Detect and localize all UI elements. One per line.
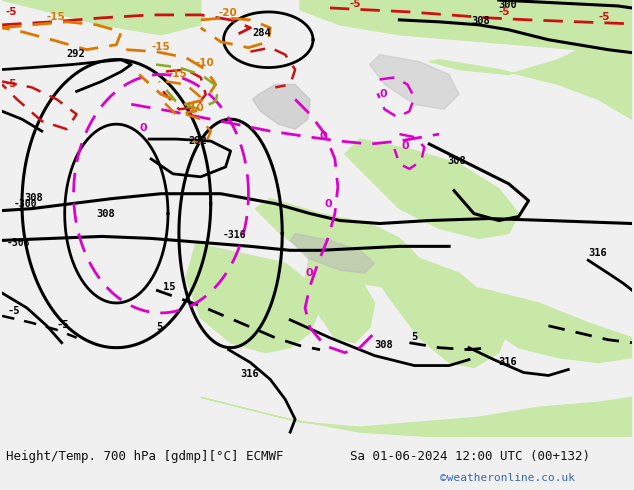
Text: 0: 0 (139, 123, 147, 133)
Text: -308: -308 (7, 238, 30, 248)
Polygon shape (345, 139, 519, 239)
Polygon shape (2, 0, 201, 35)
Polygon shape (370, 54, 459, 109)
Text: -5: -5 (7, 306, 20, 316)
Polygon shape (300, 0, 632, 49)
Polygon shape (429, 0, 632, 119)
Text: -10: -10 (186, 103, 205, 113)
Text: -5: -5 (5, 79, 16, 89)
Text: ©weatheronline.co.uk: ©weatheronline.co.uk (440, 473, 575, 483)
Text: -15: -15 (169, 70, 188, 79)
Text: -316: -316 (223, 230, 246, 241)
Text: 5: 5 (156, 322, 162, 332)
Text: 0: 0 (325, 198, 333, 209)
Text: 300: 300 (499, 0, 517, 10)
Text: 308: 308 (447, 156, 466, 166)
Polygon shape (256, 198, 419, 288)
Text: 0: 0 (401, 141, 409, 151)
Polygon shape (201, 397, 632, 437)
Text: 5: 5 (411, 332, 418, 342)
Text: 308: 308 (471, 16, 489, 26)
Text: -10: -10 (196, 57, 214, 68)
Polygon shape (186, 244, 320, 353)
Text: -20: -20 (219, 8, 237, 18)
Text: -5: -5 (598, 12, 610, 22)
Text: -5: -5 (350, 0, 361, 9)
Text: Height/Temp. 700 hPa [gdmp][°C] ECMWF: Height/Temp. 700 hPa [gdmp][°C] ECMWF (6, 449, 283, 463)
Text: 292: 292 (189, 136, 207, 146)
Text: -15: -15 (47, 12, 65, 22)
Polygon shape (252, 84, 310, 129)
Polygon shape (469, 288, 632, 363)
Text: 308: 308 (24, 193, 42, 203)
Text: 308: 308 (375, 340, 393, 350)
Text: -5: -5 (499, 7, 510, 17)
Text: 15: 15 (163, 282, 176, 292)
Text: -15: -15 (151, 42, 170, 51)
Text: 284: 284 (252, 28, 271, 38)
Polygon shape (252, 318, 270, 333)
Text: -5: -5 (5, 7, 16, 17)
Polygon shape (290, 233, 375, 273)
Text: 316: 316 (588, 248, 607, 258)
Text: 0: 0 (320, 131, 328, 141)
Text: 316: 316 (499, 357, 517, 367)
Text: Sa 01-06-2024 12:00 UTC (00+132): Sa 01-06-2024 12:00 UTC (00+132) (350, 449, 590, 463)
Text: 292: 292 (67, 49, 86, 59)
Text: 316: 316 (240, 369, 259, 379)
Text: 0: 0 (305, 268, 313, 278)
Text: 308: 308 (96, 209, 115, 219)
Polygon shape (316, 283, 335, 320)
Text: 0: 0 (380, 89, 387, 99)
Polygon shape (370, 244, 508, 368)
Polygon shape (305, 253, 375, 343)
Text: -5: -5 (56, 320, 69, 330)
Text: -300: -300 (14, 198, 37, 209)
